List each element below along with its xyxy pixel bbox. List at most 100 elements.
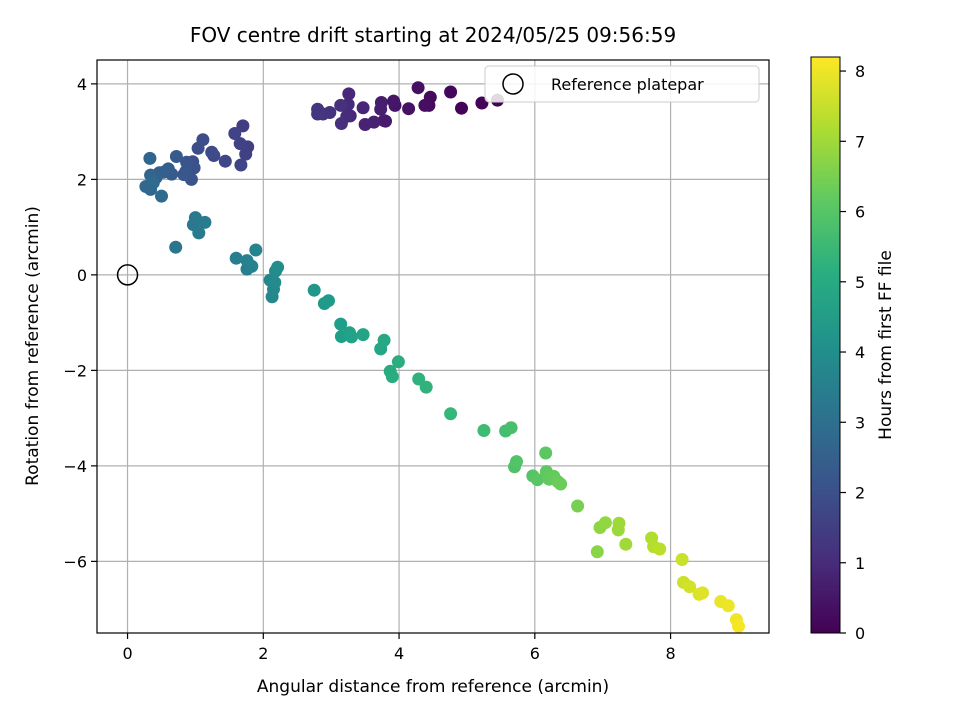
data-point (342, 87, 356, 101)
data-point (356, 101, 370, 115)
data-point (192, 226, 206, 240)
x-tick-label: 8 (665, 644, 675, 663)
colorbar-tick-label: 1 (855, 554, 865, 573)
data-point (377, 333, 391, 347)
colorbar-label: Hours from first FF file (876, 250, 896, 440)
data-point (334, 317, 348, 331)
colorbar: 0 1 2 3 4 5 6 7 8 Hours from first FF file (810, 56, 896, 643)
x-axis-ticks: 0 2 4 6 8 (122, 633, 676, 663)
y-tick-label: 4 (77, 75, 87, 94)
data-point (504, 421, 518, 435)
data-point (356, 328, 370, 342)
data-point (146, 176, 160, 190)
scatter-points (139, 81, 745, 633)
legend-entry-reference-platepar: Reference platepar (551, 75, 704, 94)
colorbar-tick-label: 6 (855, 203, 865, 222)
data-point (233, 137, 247, 151)
data-point (268, 276, 282, 289)
legend-box (484, 65, 760, 103)
data-point (143, 151, 157, 165)
data-point (218, 154, 232, 168)
x-tick-label: 4 (394, 644, 404, 663)
data-point (391, 355, 405, 369)
data-point (169, 240, 183, 254)
data-point (721, 599, 735, 613)
reference-platepar-marker (116, 264, 139, 286)
data-point (236, 119, 250, 133)
data-point (191, 141, 205, 155)
data-point (419, 380, 433, 394)
legend: Reference platepar (484, 65, 760, 103)
data-point (377, 114, 391, 128)
data-point (345, 330, 358, 344)
data-point (177, 168, 191, 182)
data-point (612, 516, 626, 530)
data-point (418, 98, 432, 112)
colorbar-tick-label: 3 (855, 413, 865, 432)
data-point (554, 477, 568, 491)
data-point (198, 215, 212, 229)
y-axis-label: Rotation from reference (arcmin) (23, 206, 43, 486)
x-tick-label: 2 (258, 644, 268, 663)
colorbar-tick-label: 7 (855, 132, 865, 151)
colorbar-tick-label: 8 (855, 62, 865, 81)
y-tick-label: −2 (63, 361, 87, 380)
x-tick-label: 6 (530, 644, 540, 663)
x-tick-label: 0 (122, 644, 132, 663)
data-point (477, 424, 491, 437)
data-point (683, 580, 697, 594)
data-point (307, 283, 321, 297)
data-point (228, 127, 242, 140)
data-point (531, 473, 544, 487)
chart-title: FOV centre drift starting at 2024/05/25 … (190, 23, 676, 47)
data-point (311, 107, 325, 121)
colorbar-tick-label: 2 (855, 484, 865, 503)
data-point (455, 101, 468, 115)
plot-frame (96, 59, 770, 634)
data-point (169, 150, 183, 163)
data-point (696, 586, 709, 600)
data-point (205, 145, 219, 159)
data-point (732, 619, 745, 633)
data-point (444, 85, 458, 99)
data-point (229, 251, 243, 265)
colorbar-ticks: 0 1 2 3 4 5 6 7 8 (840, 62, 865, 643)
data-point (245, 259, 259, 273)
data-point (155, 189, 168, 203)
data-point (334, 117, 348, 130)
data-point (653, 542, 667, 556)
y-tick-label: 2 (77, 170, 87, 189)
data-point (402, 102, 416, 116)
colorbar-tick-label: 4 (855, 343, 865, 362)
data-point (411, 81, 425, 95)
grid-lines (97, 60, 769, 633)
y-tick-label: −4 (63, 457, 87, 476)
data-point (619, 537, 633, 551)
colorbar-tick-label: 0 (855, 624, 865, 643)
colorbar-gradient (810, 56, 841, 634)
data-point (387, 94, 401, 108)
data-point (571, 499, 585, 513)
y-tick-label: 0 (77, 266, 87, 285)
data-point (510, 455, 523, 469)
data-point (271, 260, 285, 274)
y-axis-ticks: −6 −4 −2 0 2 4 (63, 75, 97, 571)
data-point (358, 118, 372, 131)
data-point (675, 553, 689, 566)
colorbar-tick-label: 5 (855, 273, 865, 292)
data-point (334, 98, 348, 112)
data-point (322, 294, 335, 308)
y-tick-label: −6 (63, 552, 87, 571)
data-point (598, 516, 612, 530)
data-point (385, 370, 399, 384)
data-point (539, 446, 553, 460)
data-point (374, 102, 388, 116)
data-point (234, 158, 248, 172)
data-point (590, 545, 604, 559)
x-axis-label: Angular distance from reference (arcmin) (257, 677, 609, 697)
legend-marker-icon (502, 73, 524, 95)
data-point (249, 243, 263, 257)
data-point (239, 147, 253, 161)
data-point (444, 407, 458, 421)
